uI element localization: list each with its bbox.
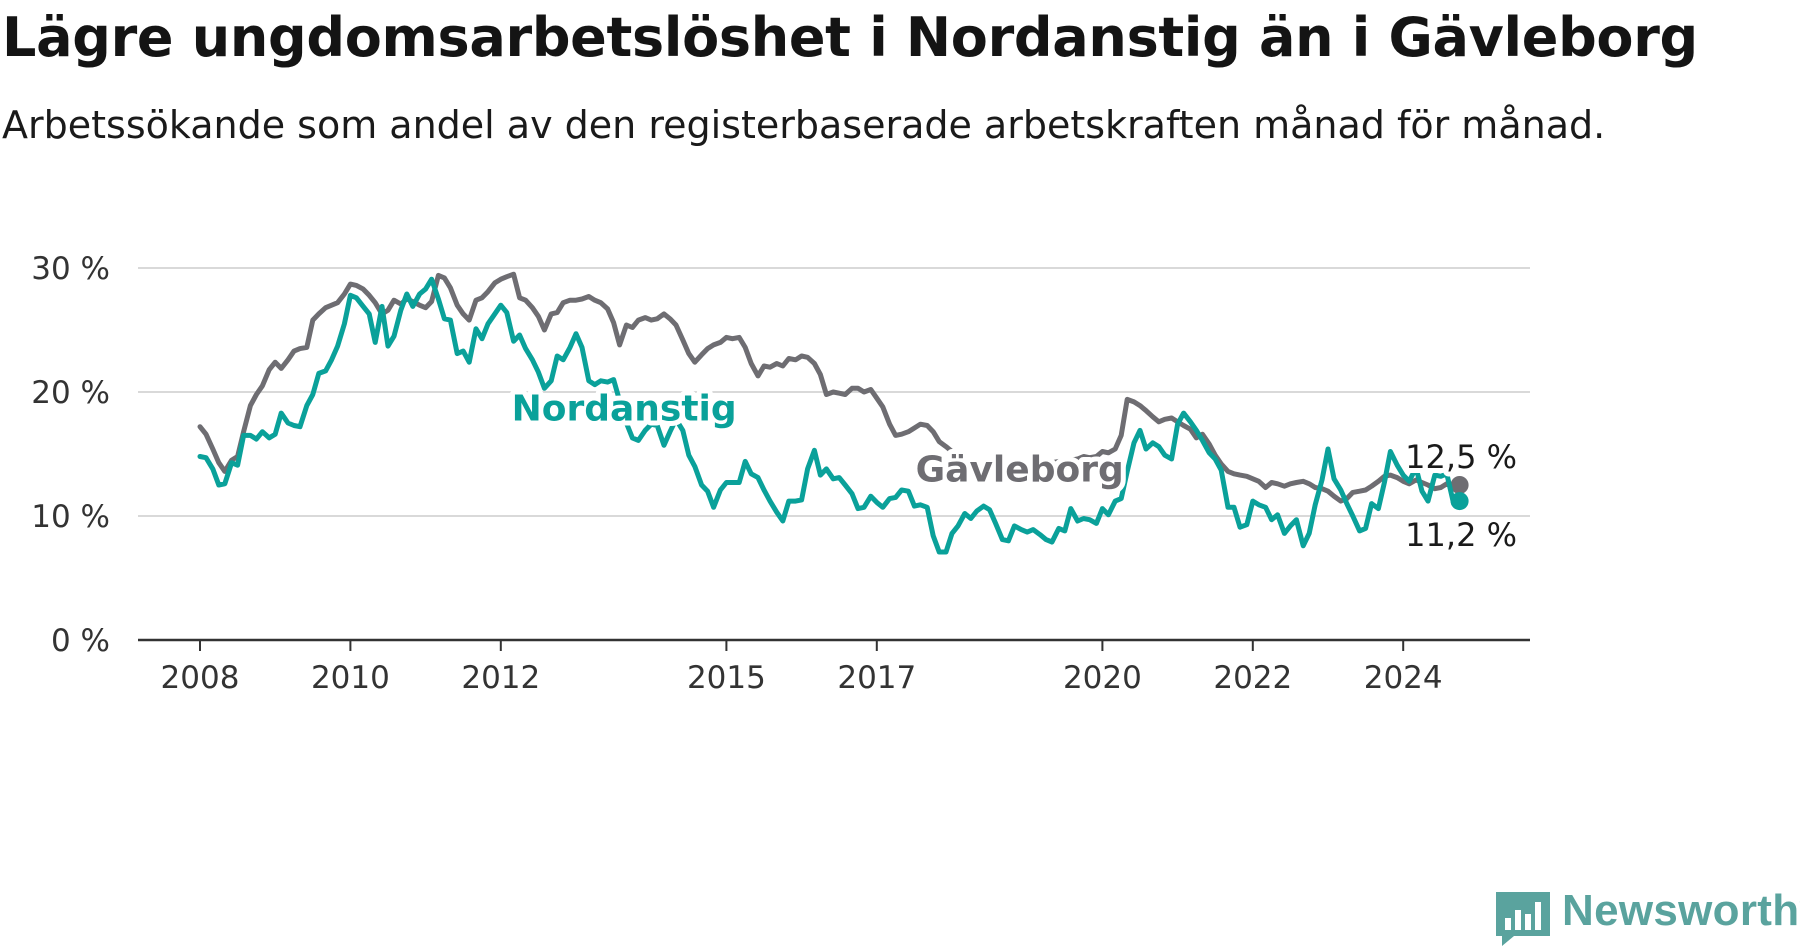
series-label-nordanstig-halo: Nordanstig [512,389,737,430]
end-label-gavleborg-halo: 12,5 % [1405,438,1517,476]
series-line-g-vleborg [197,271,1463,504]
x-tick-label: 2008 [161,660,240,696]
x-tick-label: 2010 [311,660,390,696]
chart-subtitle: Arbetssökande som andel av den registerb… [2,103,1606,147]
end-label-nordanstig-halo: 11,2 % [1405,516,1517,554]
end-label-gavleborg: 12,5 % [1405,438,1517,476]
x-tick-label: 2012 [461,660,540,696]
newsworthy-brand: Newsworthy [1492,886,1800,948]
end-label-nordanstig: 11,2 % [1405,516,1517,554]
series-label-nordanstig: Nordanstig [512,389,737,430]
y-tick-label: 0 % [51,623,110,659]
series-label-gavleborg: Gävleborg [916,449,1124,490]
bar-chart-speech-bubble-icon [1496,892,1550,946]
x-tick-label: 2020 [1063,660,1142,696]
x-tick-label: 2017 [837,660,916,696]
y-tick-label: 20 % [31,375,110,411]
x-axis-ticks: 2008 2010 2012 2015 2017 2020 2022 2024 [161,640,1443,696]
series-lines [197,271,1469,555]
brand-name: Newsworthy [1562,886,1800,935]
x-tick-label: 2024 [1364,660,1443,696]
y-tick-label: 10 % [31,499,110,535]
series-line-nordanstig [197,276,1463,555]
x-tick-label: 2015 [687,660,766,696]
y-axis-ticks: 0 % 10 % 20 % 30 % [31,251,110,659]
x-tick-label: 2022 [1213,660,1292,696]
series-end-point-nordanstig [1450,492,1469,511]
y-tick-label: 30 % [31,251,110,287]
series-end-point-g-vleborg [1450,476,1469,494]
chart-title: Lägre ungdomsarbetslöshet i Nordanstig ä… [2,6,1698,69]
series-label-gavleborg-halo: Gävleborg [916,449,1124,490]
